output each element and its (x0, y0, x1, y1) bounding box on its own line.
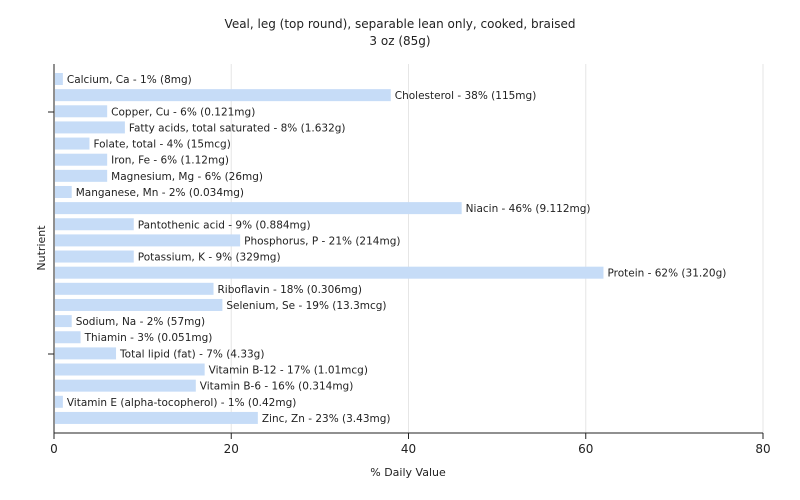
bar-label: Protein - 62% (31.20g) (607, 268, 726, 280)
bar (55, 234, 241, 247)
bar-label: Calcium, Ca - 1% (8mg) (67, 74, 192, 86)
bar-label: Pantothenic acid - 9% (0.884mg) (138, 219, 311, 231)
bar (55, 411, 258, 424)
bar (55, 363, 205, 376)
bar (55, 347, 117, 360)
bar (55, 282, 214, 295)
gridlines (230, 64, 764, 433)
x-axis-title: % Daily Value (370, 466, 446, 479)
bar (55, 298, 223, 311)
bars (55, 73, 604, 424)
x-tick-label: 80 (755, 442, 770, 456)
bar (55, 137, 90, 150)
bar (55, 105, 108, 118)
y-axis-title: Nutrient (35, 225, 48, 271)
bar (55, 185, 72, 198)
bar-label: Vitamin E (alpha-tocopherol) - 1% (0.42m… (67, 397, 296, 409)
bar-label: Thiamin - 3% (0.051mg) (84, 332, 213, 344)
bar (55, 169, 108, 182)
bar (55, 89, 391, 102)
bar (55, 395, 63, 408)
bar-label: Potassium, K - 9% (329mg) (138, 252, 281, 264)
bar (55, 202, 462, 215)
bar-label: Fatty acids, total saturated - 8% (1.632… (129, 122, 346, 134)
bar (55, 73, 63, 85)
bar (55, 153, 108, 166)
bar (55, 121, 125, 134)
bar-label: Iron, Fe - 6% (1.12mg) (111, 155, 229, 167)
x-tick-label: 20 (224, 442, 239, 456)
bar-label: Folate, total - 4% (15mcg) (93, 139, 230, 151)
bar-label: Magnesium, Mg - 6% (26mg) (111, 171, 263, 183)
x-tick-label: 60 (578, 442, 593, 456)
x-tick-label: 40 (401, 442, 416, 456)
chart-title: Veal, leg (top round), separable lean on… (224, 17, 576, 31)
bar (55, 379, 196, 392)
bar-label: Cholesterol - 38% (115mg) (395, 90, 537, 102)
bar-label: Manganese, Mn - 2% (0.034mg) (76, 187, 244, 199)
bar-label: Riboflavin - 18% (0.306mg) (218, 284, 362, 296)
x-tick-labels: 0 20 40 60 80 (50, 433, 771, 456)
bar-label: Total lipid (fat) - 7% (4.33g) (119, 348, 264, 360)
bar (55, 250, 134, 263)
bar (55, 331, 81, 344)
bar-label: Phosphorus, P - 21% (214mg) (244, 235, 400, 247)
bar (55, 266, 604, 279)
chart-subtitle: 3 oz (85g) (369, 34, 431, 48)
bar-label: Selenium, Se - 19% (13.3mcg) (226, 300, 386, 312)
bar (55, 218, 134, 231)
x-tick-label: 0 (50, 442, 58, 456)
bar-label: Zinc, Zn - 23% (3.43mg) (262, 413, 391, 425)
bar-label: Vitamin B-12 - 17% (1.01mcg) (209, 365, 368, 377)
bar-label: Niacin - 46% (9.112mg) (466, 203, 591, 215)
bar-label: Copper, Cu - 6% (0.121mg) (111, 106, 255, 118)
bar-label: Vitamin B-6 - 16% (0.314mg) (200, 381, 354, 393)
chart-title-block: Veal, leg (top round), separable lean on… (0, 16, 800, 50)
bar-labels: Calcium, Ca - 1% (8mg) Cholesterol - 38% … (67, 74, 726, 425)
bar (55, 315, 72, 328)
bar-label: Sodium, Na - 2% (57mg) (76, 316, 205, 328)
